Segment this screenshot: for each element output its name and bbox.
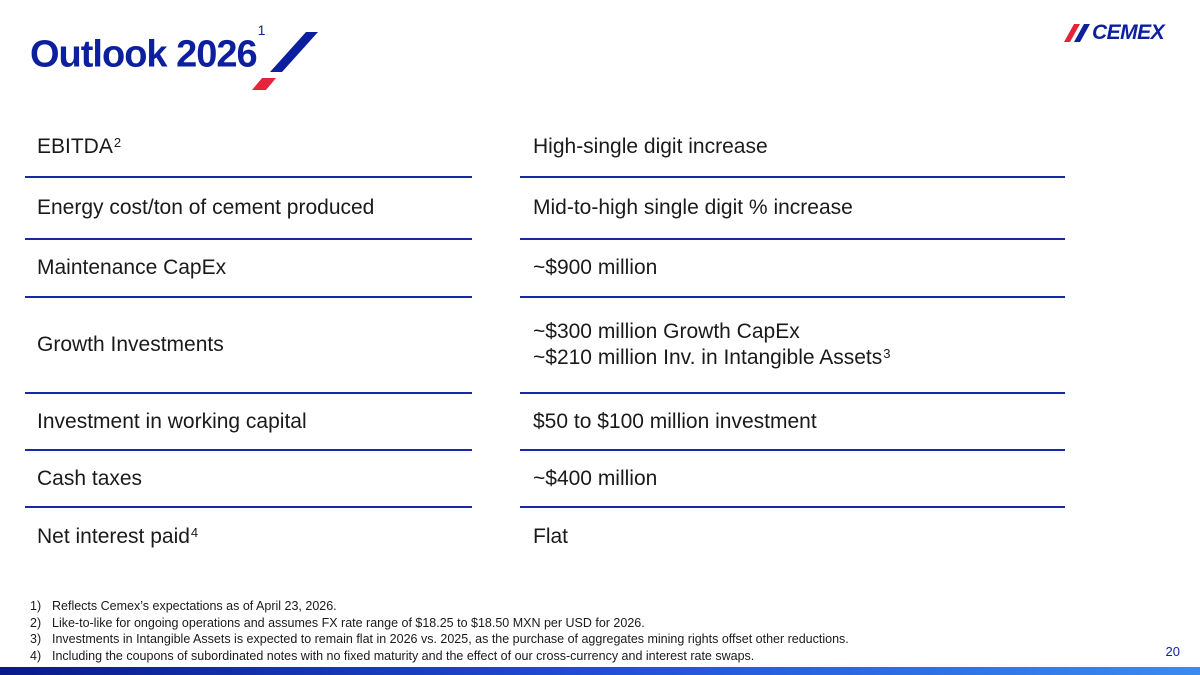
footnote: 4) Including the coupons of subordinated …	[30, 648, 755, 663]
table-row: Cash taxes ~$400 million	[25, 451, 1065, 508]
row-label: EBITDA 2	[25, 117, 472, 178]
row-label: Investment in working capital	[25, 394, 472, 451]
row-label: Energy cost/ton of cement produced	[25, 178, 472, 240]
outlook-table: EBITDA 2 High-single digit increase Energ…	[25, 117, 1065, 565]
row-label: Net interest paid 4	[37, 524, 199, 548]
logo-mark-icon	[1064, 24, 1090, 42]
row-value: $50 to $100 million investment	[520, 394, 1065, 451]
brand-slash-icon	[252, 32, 318, 90]
table-row: EBITDA 2 High-single digit increase	[25, 117, 1065, 178]
row-value: Flat	[533, 524, 569, 548]
footnote: 1) Reflects Cemex’s expectations as of Ap…	[30, 599, 337, 613]
table-row: Growth Investments ~$300 million Growth …	[25, 298, 1065, 394]
row-value: High-single digit increase	[520, 117, 1065, 178]
title-footnote-marker: 1	[257, 22, 266, 38]
table-row: Investment in working capital $50 to $10…	[25, 394, 1065, 451]
row-label: Cash taxes	[25, 451, 472, 508]
row-label: Maintenance CapEx	[25, 240, 472, 298]
row-value: Mid-to-high single digit % increase	[520, 178, 1065, 240]
row-label: Growth Investments	[25, 298, 472, 394]
row-value: ~$900 million	[520, 240, 1065, 298]
bottom-accent-bar	[0, 667, 1200, 675]
cemex-logo: CEMEX	[1062, 20, 1180, 46]
footnote: 2) Like-to-like for ongoing operations an…	[30, 615, 645, 630]
footnote: 3) Investments in Intangible Assets is ex…	[30, 632, 849, 646]
footnotes: 1) Reflects Cemex’s expectations as of Ap…	[30, 598, 849, 664]
page-number: 20	[1165, 644, 1180, 659]
logo-text: CEMEX	[1092, 21, 1165, 44]
page-title: Outlook 20261	[30, 22, 265, 77]
table-row: Energy cost/ton of cement produced Mid-t…	[25, 178, 1065, 240]
title-text: Outlook 2026	[30, 33, 258, 76]
row-value: ~$300 million Growth CapEx ~$210 million…	[520, 298, 1065, 394]
table-row: Maintenance CapEx ~$900 million	[25, 240, 1065, 298]
table-row: Net interest paid 4 Flat	[25, 508, 1065, 565]
row-value: ~$400 million	[520, 451, 1065, 508]
